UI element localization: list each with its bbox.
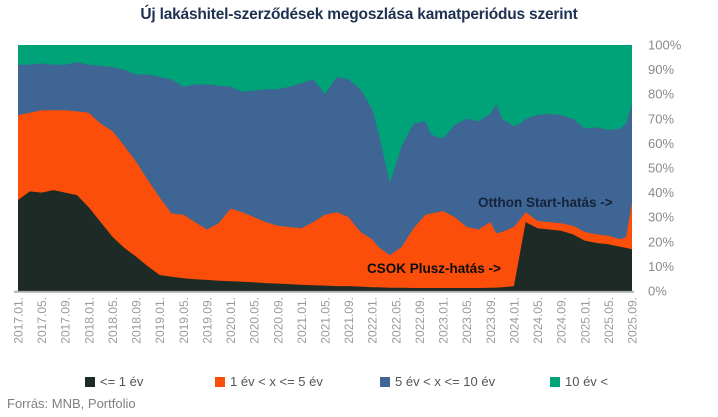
x-tick-label: 2024.09. (555, 297, 569, 344)
x-tick-label: 2022.09. (413, 297, 427, 344)
x-tick-label: 2019.09. (200, 297, 214, 344)
y-tick-label: 10% (648, 259, 674, 274)
area-lte-1ev (18, 190, 632, 291)
x-tick-label: 2021.05. (319, 297, 333, 344)
y-tick-label: 90% (648, 62, 674, 77)
y-tick-label: 70% (648, 111, 674, 126)
x-tick-label: 2024.05. (531, 297, 545, 344)
x-tick-label: 2020.09. (271, 297, 285, 344)
x-tick-label: 2017.01. (12, 297, 26, 344)
y-tick-label: 20% (648, 234, 674, 249)
x-tick-label: 2023.05. (460, 297, 474, 344)
y-tick-label: 0% (648, 284, 667, 299)
source-credit: Forrás: MNB, Portfolio (7, 396, 136, 411)
y-tick-label: 30% (648, 210, 674, 225)
y-tick-label: 100% (648, 38, 682, 53)
legend-label: 10 év < (565, 374, 609, 389)
x-tick-label: 2025.09. (626, 297, 640, 344)
legend-label: 5 év < x <= 10 év (395, 374, 496, 389)
legend-swatch-icon (215, 376, 225, 387)
y-tick-label: 80% (648, 87, 674, 102)
legend-label: 1 év < x <= 5 év (230, 374, 323, 389)
legend-item-1: <= 1 év (85, 374, 143, 389)
x-tick-label: 2020.05. (248, 297, 262, 344)
x-tick-label: 2022.05. (389, 297, 403, 344)
x-tick-label: 2018.09. (130, 297, 144, 344)
x-tick-label: 2018.05. (106, 297, 120, 344)
y-tick-label: 40% (648, 185, 674, 200)
y-tick-label: 60% (648, 136, 674, 151)
x-tick-label: 2019.05. (177, 297, 191, 344)
x-tick-label: 2025.01. (578, 297, 592, 344)
x-tick-label: 2023.01. (437, 297, 451, 344)
x-tick-label: 2020.01. (224, 297, 238, 344)
x-tick-label: 2019.01. (153, 297, 167, 344)
x-tick-label: 2021.01. (295, 297, 309, 344)
x-tick-label: 2023.09. (484, 297, 498, 344)
legend-item-2: 1 év < x <= 5 év (215, 374, 323, 389)
x-tick-label: 2017.09. (59, 297, 73, 344)
chart-title: Új lakáshitel-szerződések megoszlása kam… (140, 6, 578, 23)
y-tick-label: 50% (648, 161, 674, 176)
x-tick-label: 2021.09. (342, 297, 356, 344)
area-1-5ev (18, 110, 632, 291)
legend-label: <= 1 év (100, 374, 144, 389)
legend-swatch-icon (550, 376, 560, 387)
x-tick-label: 2017.05. (35, 297, 49, 344)
x-tick-label: 2022.01. (366, 297, 380, 344)
legend-swatch-icon (85, 376, 95, 387)
legend-swatch-icon (380, 376, 390, 387)
x-tick-label: 2024.01. (507, 297, 521, 344)
annotation-csok-plusz: CSOK Plusz-hatás -> (367, 261, 501, 276)
x-tick-label: 2018.01. (82, 297, 96, 344)
annotation-otthon-start: Otthon Start-hatás -> (478, 195, 613, 210)
legend-item-4: 10 év < (550, 374, 608, 389)
x-tick-label: 2025.05. (602, 297, 616, 344)
legend-item-3: 5 év < x <= 10 év (380, 374, 495, 389)
